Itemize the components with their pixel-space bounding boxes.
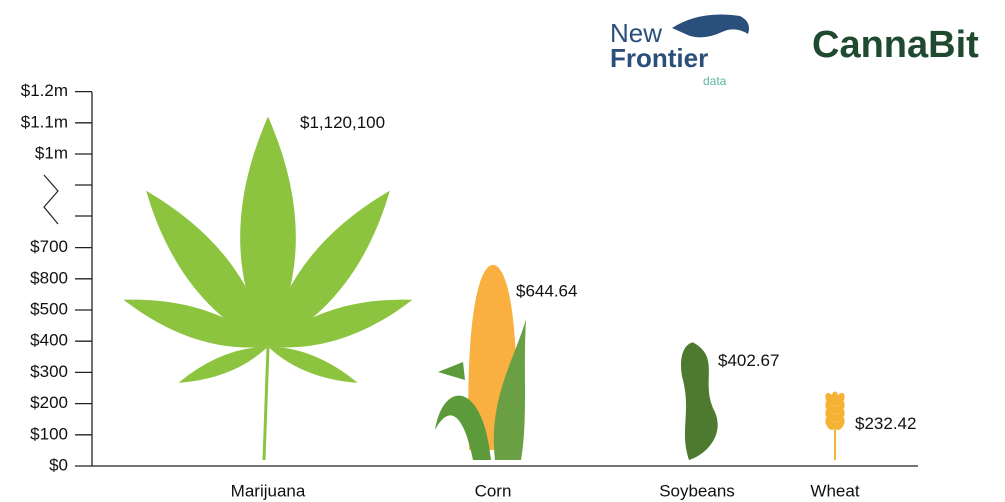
logo-text: Frontier: [610, 43, 708, 73]
x-tick-label: Marijuana: [231, 481, 306, 500]
plant: [825, 391, 845, 460]
y-tick-label: $800: [30, 268, 68, 287]
y-tick-label: $100: [30, 424, 68, 443]
x-tick-label: Soybeans: [659, 481, 735, 500]
husk: [493, 319, 526, 460]
leaflet: [268, 346, 358, 383]
grain: [825, 416, 835, 430]
logo-text: data: [703, 74, 727, 88]
grain: [831, 391, 839, 404]
plant: [681, 342, 718, 460]
logo-cannabit: CannaBit: [812, 24, 979, 66]
leaflet: [178, 346, 268, 383]
y-tick-label: $700: [30, 237, 68, 256]
axis-break: [43, 174, 59, 225]
husk: [438, 362, 465, 380]
leaflet: [123, 299, 268, 348]
y-tick-label: $1m: [35, 143, 68, 162]
stem: [262, 346, 270, 461]
value-label: $232.42: [855, 414, 916, 433]
value-label: $402.67: [718, 351, 779, 370]
logo-text: New: [610, 18, 662, 48]
y-tick-label: $500: [30, 299, 68, 318]
leaflet: [268, 190, 390, 347]
y-tick-label: $400: [30, 331, 68, 350]
y-tick-label: $1.1m: [21, 112, 68, 131]
value-label: $1,120,100: [300, 113, 385, 132]
y-tick-label: $200: [30, 393, 68, 412]
grain: [835, 416, 845, 430]
husk: [435, 395, 491, 460]
logo-new-frontier: New Frontier data: [610, 14, 749, 88]
y-tick-label: $1.2m: [21, 81, 68, 100]
plant: [435, 264, 526, 460]
leaflet: [268, 299, 413, 348]
y-tick-label: $0: [49, 455, 68, 474]
x-tick-label: Wheat: [810, 481, 859, 500]
value-label: $644.64: [516, 281, 577, 300]
logo-horse: [672, 14, 749, 38]
pod: [681, 342, 718, 460]
x-tick-label: Corn: [475, 481, 512, 500]
leaflet: [146, 190, 268, 347]
plant: [123, 116, 413, 461]
leaflet: [240, 116, 296, 347]
y-tick-label: $300: [30, 362, 68, 381]
